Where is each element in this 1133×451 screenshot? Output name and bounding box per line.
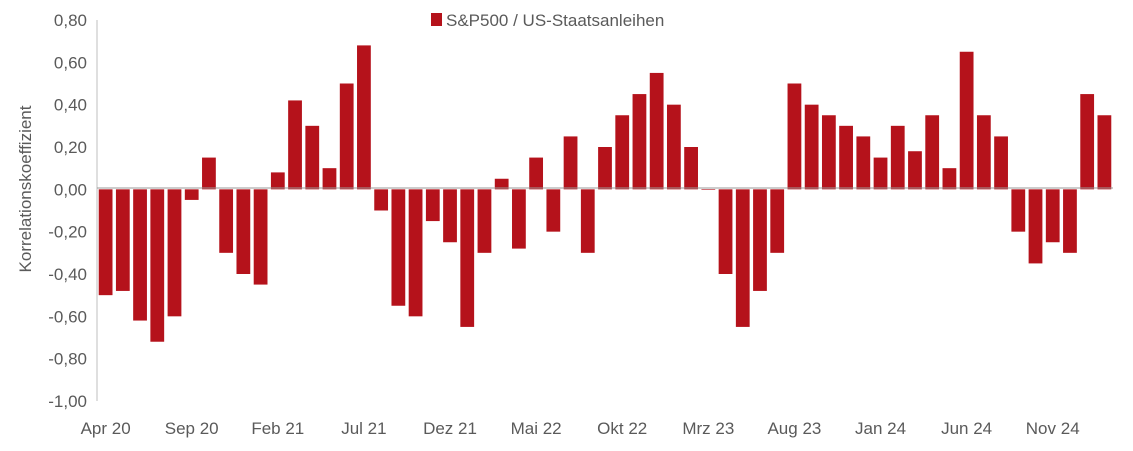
- bar: [460, 189, 475, 327]
- bar: [357, 45, 371, 190]
- bar: [546, 189, 561, 232]
- bar: [219, 189, 234, 253]
- bar: [115, 189, 130, 291]
- x-tick-label: Aug 23: [767, 419, 821, 438]
- bar: [270, 172, 285, 190]
- bar: [1097, 115, 1112, 190]
- bar: [202, 157, 216, 190]
- bar: [632, 94, 647, 190]
- bar: [339, 83, 354, 190]
- bar: [98, 189, 113, 296]
- x-tick-label: Okt 22: [597, 419, 647, 438]
- bar: [236, 189, 251, 274]
- y-axis-title-group: Korrelationskoeffizient: [16, 105, 35, 272]
- bar: [942, 168, 957, 190]
- bar: [666, 104, 681, 190]
- y-tick-label: 0,80: [54, 11, 87, 30]
- bar: [580, 189, 595, 253]
- x-tick-label: Mai 22: [511, 419, 562, 438]
- bar: [1063, 189, 1077, 253]
- bar: [184, 189, 199, 200]
- bar: [529, 157, 544, 190]
- y-tick-label: -0,80: [48, 350, 87, 369]
- legend-swatch: [431, 13, 442, 26]
- bar: [735, 189, 750, 327]
- legend: S&P500 / US-Staatsanleihen: [431, 11, 664, 30]
- bar: [1045, 189, 1060, 243]
- x-tick-label: Dez 21: [423, 419, 477, 438]
- legend-label: S&P500 / US-Staatsanleihen: [446, 11, 664, 30]
- bar: [563, 136, 578, 190]
- y-tick-label: 0,20: [54, 138, 87, 157]
- bar: [374, 189, 389, 211]
- y-tick-label: -0,20: [48, 223, 87, 242]
- bar: [787, 83, 802, 190]
- y-tick-label: 0,40: [54, 96, 87, 115]
- bar: [873, 157, 888, 190]
- x-tick-label: Feb 21: [251, 419, 304, 438]
- bar: [1028, 189, 1043, 264]
- bar: [1011, 189, 1026, 232]
- bar: [408, 189, 423, 317]
- bar: [425, 189, 440, 222]
- x-tick-label: Sep 20: [165, 419, 219, 438]
- bar: [856, 136, 871, 190]
- x-tick-label: Jun 24: [941, 419, 992, 438]
- bar: [477, 189, 492, 253]
- y-axis-ticks: 0,80 0,60 0,40 0,20 0,00 -0,20 -0,40 -0,60 -0,80…: [48, 11, 87, 411]
- bar: [443, 189, 457, 243]
- bar: [959, 51, 974, 190]
- x-tick-label: Mrz 23: [682, 419, 734, 438]
- x-tick-label: Jul 21: [341, 419, 386, 438]
- bar: [925, 115, 940, 190]
- bar: [288, 100, 302, 190]
- bar: [976, 115, 991, 190]
- x-tick-label: Nov 24: [1026, 419, 1080, 438]
- bar: [512, 189, 526, 249]
- x-tick-label: Apr 20: [81, 419, 131, 438]
- y-axis-title: Korrelationskoeffizient: [16, 105, 35, 272]
- y-tick-label: -0,60: [48, 307, 87, 326]
- bar: [305, 125, 320, 190]
- y-tick-label: -0,40: [48, 265, 87, 284]
- bar: [649, 72, 664, 190]
- bar: [494, 178, 509, 190]
- bar: [718, 189, 733, 274]
- bar: [821, 115, 836, 190]
- bar: [804, 104, 819, 190]
- y-tick-label: 0,00: [54, 180, 87, 199]
- bar: [994, 136, 1008, 190]
- bar: [770, 189, 785, 253]
- bar: [684, 147, 698, 190]
- bar-series: [98, 45, 1112, 342]
- bar: [391, 189, 406, 306]
- bar: [150, 189, 165, 342]
- bar: [908, 151, 922, 190]
- x-axis-ticks: Apr 20 Sep 20 Feb 21 Jul 21 Dez 21 Mai 22 Okt …: [81, 419, 1080, 438]
- bar: [839, 125, 853, 190]
- bar: [701, 189, 716, 190]
- bar: [167, 189, 182, 317]
- bar: [133, 189, 147, 321]
- y-tick-label: -1,00: [48, 392, 87, 411]
- bar: [615, 115, 630, 190]
- x-tick-label: Jan 24: [855, 419, 906, 438]
- bar: [598, 147, 612, 190]
- bar: [753, 189, 767, 291]
- bar: [253, 189, 268, 285]
- bar: [890, 125, 905, 190]
- bar: [1080, 94, 1095, 190]
- y-tick-label: 0,60: [54, 53, 87, 72]
- bar: [322, 168, 337, 190]
